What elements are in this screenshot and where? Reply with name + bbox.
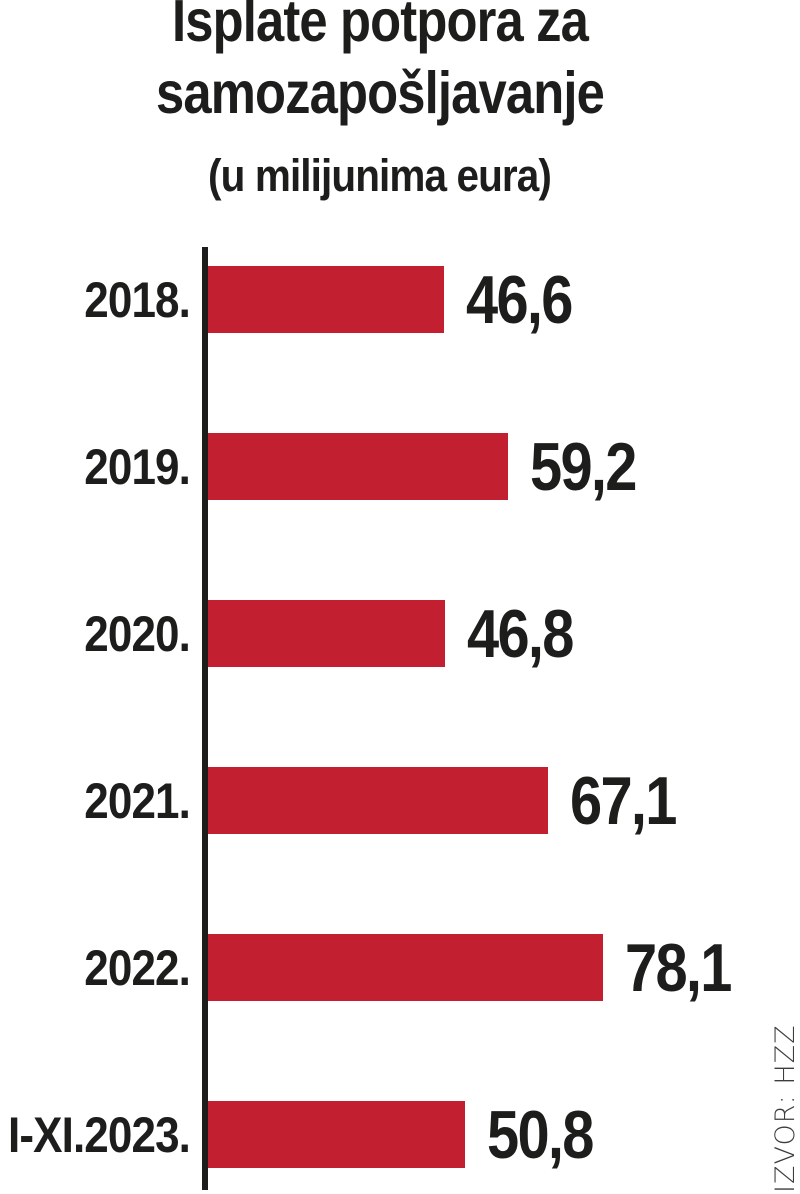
bar-year-label: 2021. <box>84 772 191 829</box>
bar-value-label: 50,8 <box>487 1096 594 1173</box>
page-title-wrap: Isplate potpora za samozapošljavanje <box>0 0 760 130</box>
bar-row: 2019. 59,2 <box>0 428 800 505</box>
bar-year-label: 2022. <box>84 939 191 996</box>
bar <box>208 1101 465 1168</box>
bar-year-label: 2019. <box>84 438 191 495</box>
bar <box>208 433 508 500</box>
bar <box>208 934 603 1001</box>
bar-value-label: 78,1 <box>625 929 732 1006</box>
bar-row: I-XI.2023. 50,8 <box>0 1096 800 1173</box>
bar <box>208 266 444 333</box>
source-credit: IZVOR: HZZ <box>770 1024 800 1193</box>
bar-row: 2018. 46,6 <box>0 261 800 338</box>
bar-value-label: 59,2 <box>530 428 637 505</box>
bar-row: 2020. 46,8 <box>0 595 800 672</box>
bar-year-label: 2018. <box>84 271 191 328</box>
bar-value-label: 46,8 <box>467 595 574 672</box>
bar-year-label: 2020. <box>84 605 191 662</box>
bar <box>208 600 445 667</box>
bar-row: 2021. 67,1 <box>0 762 800 839</box>
bar-year-label: I-XI.2023. <box>8 1106 191 1163</box>
bar-value-label: 67,1 <box>570 762 677 839</box>
y-axis-line <box>202 247 208 1190</box>
page-title: Isplate potpora za samozapošljavanje <box>156 0 605 126</box>
page-subtitle: (u milijunima eura) <box>208 150 553 201</box>
page-subtitle-wrap: (u milijunima eura) <box>0 150 760 202</box>
bar <box>208 767 548 834</box>
bar-value-label: 46,6 <box>466 261 573 338</box>
bar-row: 2022. 78,1 <box>0 929 800 1006</box>
